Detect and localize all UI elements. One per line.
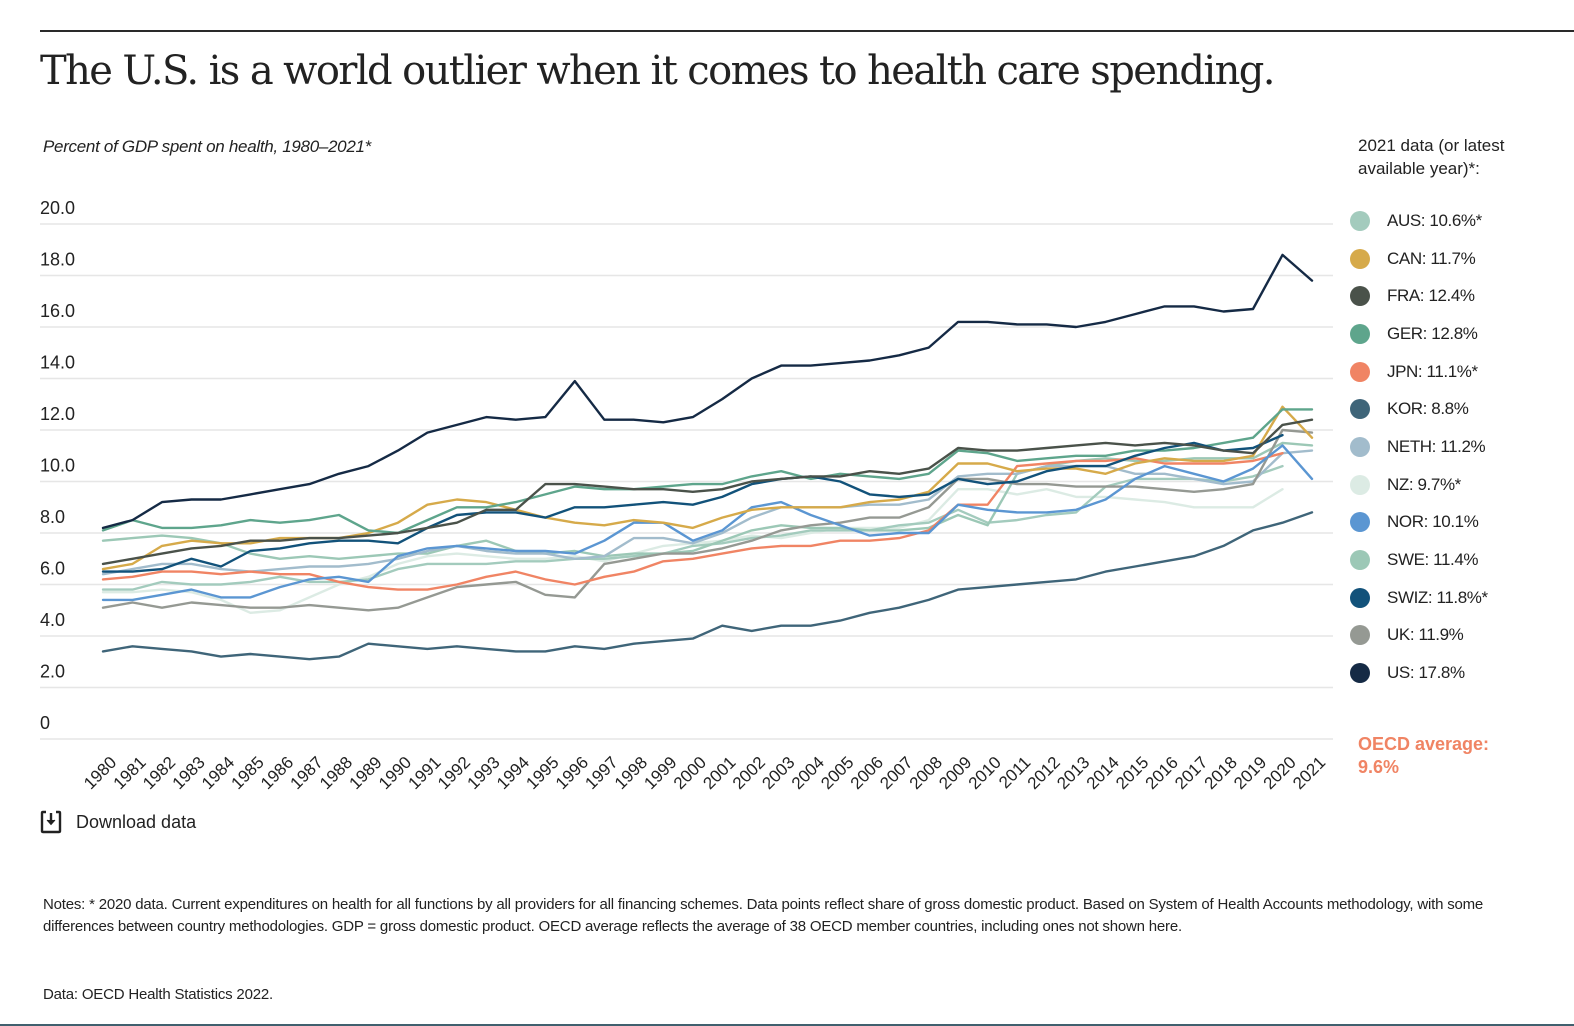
x-axis-ticks: 1980198119821983198419851986198719881989… xyxy=(80,753,1329,790)
chart-subtitle: Percent of GDP spent on health, 1980–202… xyxy=(43,137,371,156)
legend-item-jpn: JPN: 11.1%* xyxy=(1350,353,1570,391)
legend-item-fra: FRA: 12.4% xyxy=(1350,277,1570,315)
legend-item-swiz: SWIZ: 11.8%* xyxy=(1350,579,1570,617)
x-tick-label: 2021 xyxy=(1289,753,1329,790)
series-line-ger xyxy=(101,408,1314,535)
legend-swatch xyxy=(1350,399,1370,420)
legend-item-nor: NOR: 10.1% xyxy=(1350,504,1570,542)
legend-item-ger: GER: 12.8% xyxy=(1350,315,1570,353)
legend-label: US: 17.8% xyxy=(1387,663,1465,683)
legend-swatch xyxy=(1350,625,1370,646)
legend-label: NETH: 11.2% xyxy=(1387,436,1486,456)
oecd-average-label: OECD average: xyxy=(1358,734,1490,754)
gridlines xyxy=(40,223,1333,740)
legend-label: NZ: 9.7%* xyxy=(1387,474,1461,494)
series-line-fra xyxy=(101,418,1314,566)
legend-item-uk: UK: 11.9% xyxy=(1350,617,1570,655)
series-line-jpn xyxy=(101,452,1284,591)
legend-label: CAN: 11.7% xyxy=(1387,248,1476,268)
series-lines xyxy=(101,253,1314,661)
y-tick-label: 18.0 xyxy=(40,250,75,270)
legend-item-neth: NETH: 11.2% xyxy=(1350,428,1570,466)
legend-label: UK: 11.9% xyxy=(1387,625,1464,645)
legend-swatch xyxy=(1350,286,1370,307)
legend-swatch xyxy=(1350,436,1370,457)
line-chart: 0 2.0 4.0 6.0 8.0 10.0 12.0 14.0 16.0 18.0 20.0 19… xyxy=(40,198,1333,790)
y-axis-ticks: 0 2.0 4.0 6.0 8.0 10.0 12.0 14.0 16.0 18.0 20.0 xyxy=(40,198,75,733)
y-tick-label: 12.0 xyxy=(40,404,75,424)
series-line-swiz xyxy=(101,433,1284,573)
chart-title: The U.S. is a world outlier when it come… xyxy=(40,48,1276,94)
legend-item-swe: SWE: 11.4% xyxy=(1350,541,1570,579)
series-line-kor xyxy=(101,511,1314,661)
series-line-nor xyxy=(101,444,1314,602)
legend-list: AUS: 10.6%* CAN: 11.7% FRA: 12.4% GER: 12.8… xyxy=(1350,202,1570,692)
legend-title: 2021 data (or latest available year)*: xyxy=(1358,136,1505,178)
legend-label: KOR: 8.8% xyxy=(1387,399,1469,419)
y-tick-label: 10.0 xyxy=(40,456,75,476)
y-tick-label: 6.0 xyxy=(40,559,65,579)
data-source: Data: OECD Health Statistics 2022. xyxy=(43,986,273,1003)
series-line-swe xyxy=(101,441,1314,560)
series-line-aus xyxy=(101,464,1284,591)
legend-label: GER: 12.8% xyxy=(1387,323,1478,343)
legend-label: AUS: 10.6%* xyxy=(1387,210,1482,230)
download-data-button[interactable]: Download data xyxy=(40,810,196,834)
oecd-average-value: 9.6% xyxy=(1358,757,1400,777)
series-line-neth xyxy=(101,449,1314,576)
legend-swatch xyxy=(1350,474,1370,495)
download-label: Download data xyxy=(76,811,197,832)
legend-label: FRA: 12.4% xyxy=(1387,286,1475,306)
legend-label: SWE: 11.4% xyxy=(1387,550,1479,570)
series-line-uk xyxy=(101,428,1314,612)
y-tick-label: 8.0 xyxy=(40,507,65,527)
legend-item-can: CAN: 11.7% xyxy=(1350,240,1570,278)
legend-swatch xyxy=(1350,550,1370,571)
legend-swatch xyxy=(1350,587,1370,608)
oecd-average: OECD average: 9.6% xyxy=(1358,733,1528,779)
series-line-us xyxy=(101,253,1314,530)
legend-label: NOR: 10.1% xyxy=(1387,512,1479,532)
legend-item-aus: AUS: 10.6%* xyxy=(1350,202,1570,240)
y-tick-label: 2.0 xyxy=(40,662,65,682)
legend-label: JPN: 11.1%* xyxy=(1387,361,1478,381)
legend-swatch xyxy=(1350,663,1370,684)
y-tick-label: 14.0 xyxy=(40,353,75,373)
download-icon xyxy=(40,810,62,834)
legend-swatch xyxy=(1350,323,1370,344)
y-tick-label: 20.0 xyxy=(40,198,75,218)
bottom-divider xyxy=(0,1024,1574,1026)
notes: Notes: * 2020 data. Current expenditures… xyxy=(43,896,1484,935)
x-tick-label: 2010 xyxy=(965,753,1005,790)
legend-item-us: US: 17.8% xyxy=(1350,654,1570,692)
legend-item-kor: KOR: 8.8% xyxy=(1350,390,1570,428)
y-tick-label: 0 xyxy=(40,713,50,733)
legend: 2021 data (or latest available year)*: A… xyxy=(1350,134,1570,692)
legend-swatch xyxy=(1350,248,1370,269)
y-tick-label: 4.0 xyxy=(40,610,65,630)
legend-swatch xyxy=(1350,361,1370,382)
top-divider xyxy=(40,30,1574,32)
legend-swatch xyxy=(1350,512,1370,533)
legend-label: SWIZ: 11.8%* xyxy=(1387,587,1488,607)
legend-swatch xyxy=(1350,210,1370,231)
legend-item-nz: NZ: 9.7%* xyxy=(1350,466,1570,504)
y-tick-label: 16.0 xyxy=(40,301,75,321)
